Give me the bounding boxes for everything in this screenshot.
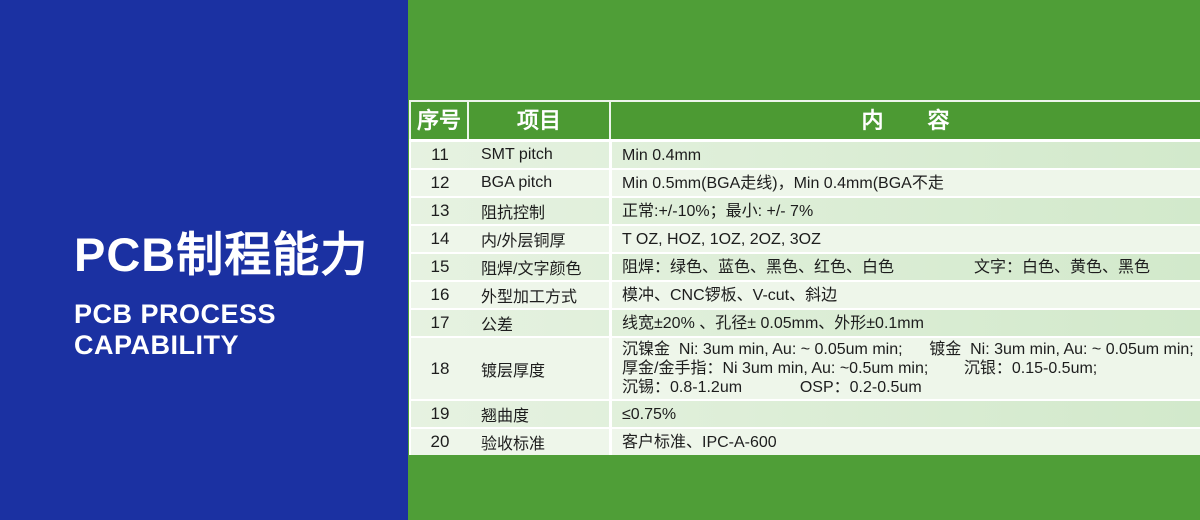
row-item: 阻焊/文字颜色 [481,261,582,278]
row-content: 客户标准、IPC-A-600 [609,429,1200,455]
row-number: 16 [430,285,450,304]
row-number: 19 [430,404,450,423]
row-item: 镀层厚度 [481,362,546,380]
row-item: SMT pitch [481,146,553,163]
table-body: 11 SMT pitch Min 0.4mm 12 BGA pitch Min … [409,139,1200,455]
title-block: PCB制程能力 PCB PROCESS CAPABILITY [74,216,368,362]
row-number: 15 [430,257,450,276]
subtitle-line-2: CAPABILITY [74,330,239,361]
header-item: 项目 [467,102,609,139]
row-content: 阻焊：绿色、蓝色、黑色、红色、白色 文字：白色、黄色、黑色 [609,254,1200,280]
row-number: 13 [430,201,450,220]
table-row: 17 公差 线宽±20% 、孔径± 0.05mm、外形±0.1mm [411,310,1200,336]
table-row: 20 验收标准 客户标准、IPC-A-600 [411,429,1200,455]
table-row: 19 翘曲度 ≤0.75% [411,401,1200,427]
row-content: 模冲、CNC锣板、V-cut、斜边 [609,282,1200,308]
row-content: 沉镍金 Ni: 3um min, Au: ~ 0.05um min; 镀金 Ni… [609,338,1200,399]
header-no: 序号 [416,108,461,133]
row-number: 20 [430,432,450,451]
row-item: 验收标准 [481,436,546,453]
row-content: 正常:+/-10%；最小: +/- 7% [609,198,1200,224]
row-number: 17 [430,313,450,332]
table-row: 18 镀层厚度 沉镍金 Ni: 3um min, Au: ~ 0.05um mi… [411,338,1200,399]
table-row: 14 内/外层铜厚 T OZ, HOZ, 1OZ, 2OZ, 3OZ [411,226,1200,252]
row-content: 线宽±20% 、孔径± 0.05mm、外形±0.1mm [609,310,1200,336]
table-row: 12 BGA pitch Min 0.5mm(BGA走线)，Min 0.4mm(… [411,170,1200,196]
row-number: 11 [431,145,449,164]
row-item: 公差 [481,317,514,334]
row-number: 14 [430,229,450,248]
row-content: T OZ, HOZ, 1OZ, 2OZ, 3OZ [609,226,1200,252]
row-item: BGA pitch [481,174,553,191]
table-row: 13 阻抗控制 正常:+/-10%；最小: +/- 7% [411,198,1200,224]
row-content: Min 0.5mm(BGA走线)，Min 0.4mm(BGA不走 [609,170,1200,196]
page-title: PCB制程能力 [74,228,369,281]
row-item: 外型加工方式 [481,289,578,306]
header-content: 内 容 [609,102,1200,139]
row-content: ≤0.75% [609,401,1200,427]
capability-table: 序号 项目 内 容 11 SMT pitch Min 0.4mm 12 BGA … [409,100,1200,457]
subtitle-line-1: PCB PROCESS [74,299,277,329]
table-row: 16 外型加工方式 模冲、CNC锣板、V-cut、斜边 [411,282,1200,308]
table-header-row: 序号 项目 内 容 [409,100,1200,139]
row-content: Min 0.4mm [609,142,1200,168]
row-number: 18 [430,358,450,378]
row-item: 翘曲度 [481,408,530,425]
left-blue-panel: PCB制程能力 PCB PROCESS CAPABILITY [0,0,408,520]
table-row: 11 SMT pitch Min 0.4mm [411,142,1200,168]
row-item: 内/外层铜厚 [481,233,566,250]
row-item: 阻抗控制 [481,205,546,222]
table-row: 15 阻焊/文字颜色 阻焊：绿色、蓝色、黑色、红色、白色 文字：白色、黄色、黑色 [411,254,1200,280]
row-number: 12 [430,173,450,192]
page-subtitle: PCB PROCESS CAPABILITY [74,299,368,362]
